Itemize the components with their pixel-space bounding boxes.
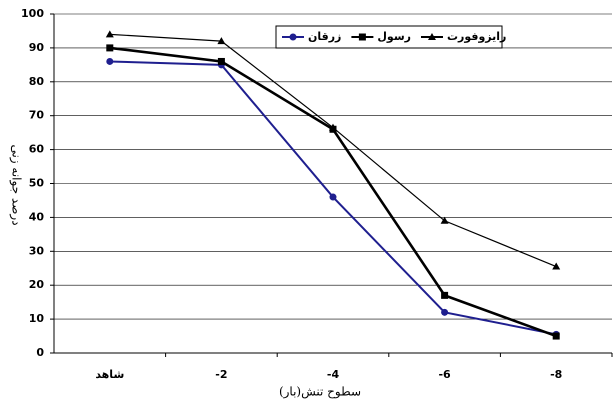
y-tick-label: 10 — [29, 312, 45, 325]
marker — [441, 308, 449, 316]
x-tick-label: -8 — [550, 368, 562, 381]
legend-label: زرقان — [308, 30, 341, 43]
y-axis-label: درصد جوانه زنی — [10, 144, 24, 225]
x-axis-label: سطوح تنش(بار) — [279, 385, 361, 399]
y-tick-label: 20 — [29, 278, 45, 291]
marker — [217, 37, 226, 45]
y-tick-label: 30 — [29, 244, 45, 257]
y-tick-label: 0 — [36, 346, 44, 359]
marker — [217, 57, 225, 65]
marker — [441, 291, 449, 299]
marker — [106, 44, 114, 52]
marker — [552, 332, 560, 340]
marker — [427, 33, 436, 40]
marker — [329, 123, 337, 131]
marker — [289, 33, 297, 41]
legend-box — [275, 25, 503, 49]
marker — [105, 30, 114, 38]
series-line — [109, 46, 557, 338]
x-tick-label: -4 — [327, 368, 340, 381]
y-tick-label: 60 — [29, 143, 45, 156]
y-tick-label: 80 — [29, 75, 45, 88]
marker — [106, 57, 114, 65]
y-tick-label: 50 — [29, 177, 45, 190]
x-tick-label: -2 — [215, 368, 227, 381]
marker — [440, 216, 449, 224]
legend-label: رسول — [377, 30, 411, 43]
x-tick-label: شاهد — [95, 368, 124, 381]
y-tick-label: 90 — [29, 41, 45, 54]
marker — [552, 262, 561, 270]
series-line — [109, 33, 557, 268]
y-tick-label: 40 — [29, 210, 45, 223]
marker — [329, 193, 337, 201]
marker — [358, 33, 366, 41]
y-tick-label: 100 — [21, 7, 44, 20]
x-tick-label: -6 — [438, 368, 451, 381]
legend-label: رایزوفورت — [447, 30, 506, 43]
y-tick-label: 70 — [29, 109, 45, 122]
